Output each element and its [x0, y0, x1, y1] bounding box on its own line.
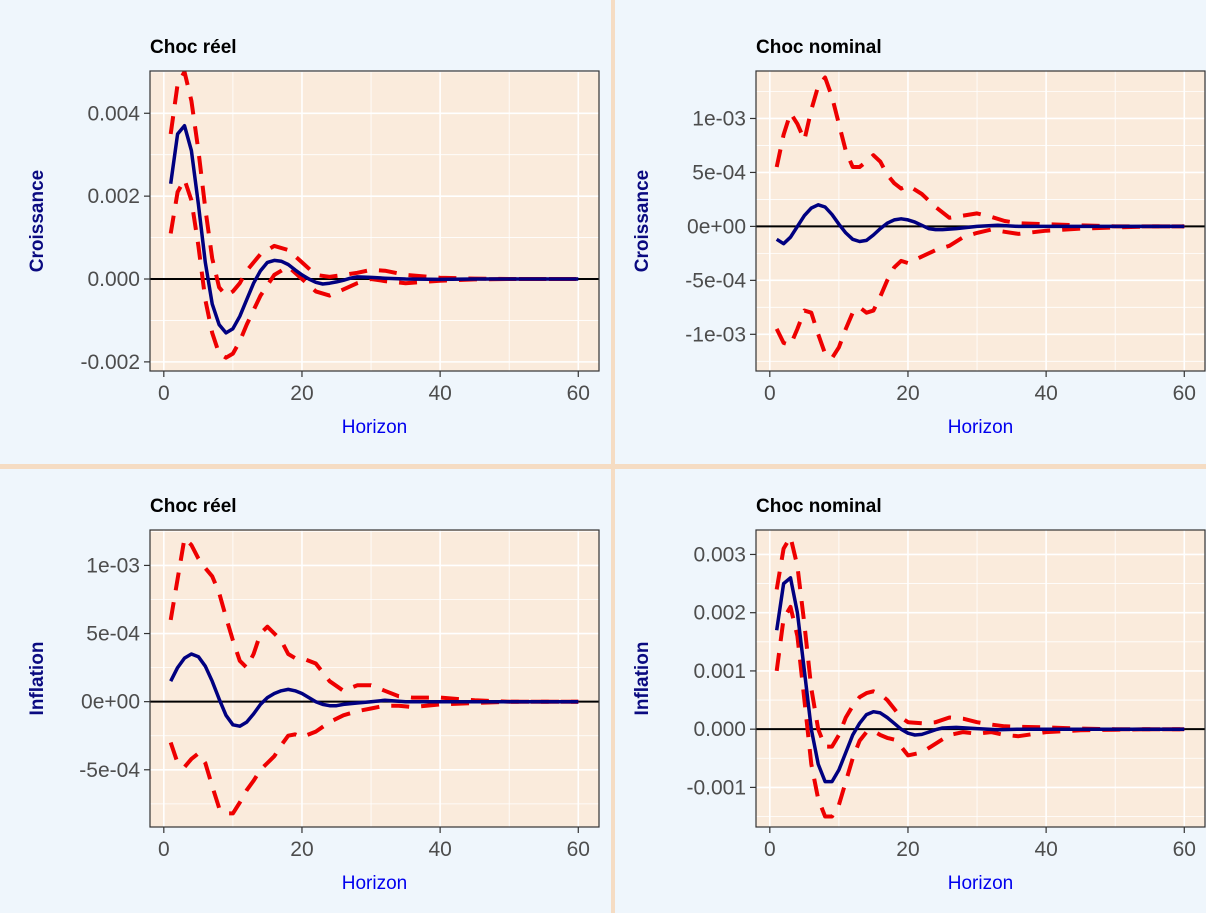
panel-1: 0 20 40 60 -0.002 0.000 0.002 0.004 Choc réel Hor… [0, 0, 611, 464]
x-axis-label: Horizon [948, 873, 1013, 894]
y-axis-label: Inflation [27, 642, 48, 716]
series-group [756, 75, 1205, 361]
irf-line [169, 652, 579, 728]
y-axis-label: Croissance [632, 170, 653, 272]
x-tick-label: 40 [1034, 838, 1057, 861]
plot-background [150, 71, 599, 371]
series-group [150, 71, 599, 360]
panel-title: Choc nominal [756, 496, 882, 517]
series-group [756, 535, 1205, 819]
y-tick-label: 0.000 [87, 268, 140, 291]
x-tick-label: 20 [290, 838, 313, 861]
y-tick-label: -0.001 [686, 776, 746, 799]
y-tick-label: -5e-04 [685, 269, 746, 292]
x-tick-label: 40 [428, 838, 451, 861]
plot-border [755, 529, 1206, 828]
x-axis-label: Horizon [342, 417, 407, 438]
y-tick-label: -0.002 [80, 351, 140, 374]
y-tick-label: 0.002 [693, 602, 746, 625]
x-tick-label: 40 [1034, 382, 1057, 405]
plot-border [149, 70, 600, 372]
panel-title: Choc réel [150, 496, 237, 517]
x-tick-label: 60 [1173, 838, 1196, 861]
y-tick-label: 0.001 [693, 660, 746, 683]
irf-line [168, 123, 579, 335]
x-tick-label: 0 [158, 382, 170, 405]
upper-band-line [774, 75, 1185, 229]
irf-line [774, 576, 1185, 784]
panel-4: 0 20 40 60 -0.001 0.000 0.001 0.002 0.003 Choc no… [615, 469, 1206, 913]
plot-background [756, 71, 1205, 371]
x-axis-label: Horizon [342, 873, 407, 894]
x-tick-label: 20 [896, 382, 919, 405]
panel-3: 0 20 40 60 -5e-04 0e+00 5e-04 1e-03 Choc réel Hor… [0, 469, 611, 913]
x-tick-label: 60 [567, 382, 590, 405]
x-tick-label: 20 [896, 838, 919, 861]
y-tick-label: 0.002 [87, 185, 140, 208]
x-tick-label: 0 [158, 838, 170, 861]
x-tick-label: 0 [764, 838, 776, 861]
plot-border [149, 529, 600, 828]
y-tick-label: 0.000 [693, 718, 746, 741]
irf-line [775, 203, 1185, 246]
lower-band-line [168, 699, 579, 816]
y-tick-label: 0.003 [693, 543, 746, 566]
y-axis-label: Inflation [632, 642, 653, 716]
y-tick-label: -5e-04 [79, 759, 140, 782]
x-axis-label: Horizon [948, 417, 1013, 438]
x-tick-label: 20 [290, 382, 313, 405]
plot-background [756, 530, 1205, 827]
upper-band-line [168, 71, 579, 298]
upper-band-line [774, 535, 1185, 749]
y-axis-label: Croissance [27, 170, 48, 272]
y-tick-label: -1e-03 [685, 323, 746, 346]
x-tick-label: 60 [567, 838, 590, 861]
panel-title: Choc réel [150, 37, 237, 58]
y-tick-label: 1e-03 [86, 554, 140, 577]
plot-background [150, 530, 599, 827]
lower-band-line [168, 177, 579, 360]
x-tick-label: 0 [764, 382, 776, 405]
y-tick-label: 0e+00 [687, 215, 746, 238]
plot-border [755, 70, 1206, 372]
panel-title: Choc nominal [756, 37, 882, 58]
y-tick-label: 1e-03 [692, 107, 746, 130]
y-tick-label: 0e+00 [81, 691, 140, 714]
panel-2: 0 20 40 60 -1e-03 -5e-04 0e+00 5e-04 1e-03 Choc n… [615, 0, 1206, 464]
series-group [150, 536, 599, 816]
x-tick-label: 60 [1173, 382, 1196, 405]
y-tick-label: 5e-04 [86, 623, 140, 646]
lower-band-line [774, 224, 1185, 361]
lower-band-line [774, 604, 1185, 819]
y-tick-label: 5e-04 [692, 161, 746, 184]
y-tick-label: 0.004 [87, 102, 140, 125]
upper-band-line [168, 536, 579, 704]
x-tick-label: 40 [428, 382, 451, 405]
